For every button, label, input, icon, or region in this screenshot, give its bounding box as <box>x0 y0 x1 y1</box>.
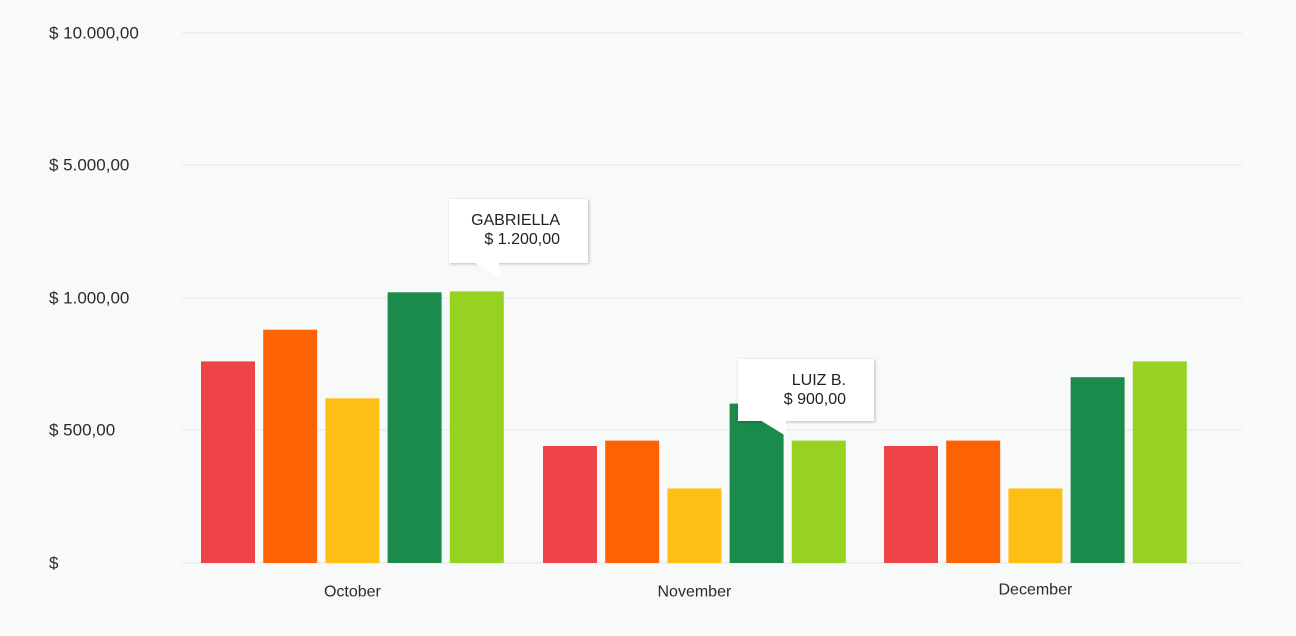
y-tick-label: $ <box>49 554 59 573</box>
x-tick-label: December <box>998 582 1072 599</box>
y-tick-label: $ 5.000,00 <box>49 156 129 175</box>
bar-november-5[interactable] <box>791 440 846 563</box>
x-tick-label: November <box>657 584 731 601</box>
y-axis-ticks: $ 10.000,00 $ 5.000,00 $ 1.000,00 $ 500,00 $ <box>49 24 139 573</box>
bar-november-3[interactable] <box>667 488 722 564</box>
tooltip-gabriella: GABRIELLA $ 1.200,00 <box>449 199 588 278</box>
tooltip-value: $ 900,00 <box>783 391 846 408</box>
tooltip-luiz: LUIZ B. $ 900,00 <box>738 359 874 436</box>
bars <box>201 291 1187 563</box>
bar-november-2[interactable] <box>605 440 660 563</box>
bar-december-5[interactable] <box>1132 361 1187 563</box>
bar-december-3[interactable] <box>1008 488 1063 564</box>
bar-december-2[interactable] <box>946 440 1001 563</box>
y-tick-label: $ 1.000,00 <box>49 289 129 308</box>
tooltip-name: LUIZ B. <box>791 372 846 389</box>
tooltip-value: $ 1.200,00 <box>484 231 560 248</box>
bar-october-4[interactable] <box>387 292 442 563</box>
tooltip-name: GABRIELLA <box>471 212 560 229</box>
bar-december-1[interactable] <box>884 446 938 563</box>
x-axis-ticks: October November December <box>324 582 1073 601</box>
y-tick-label: $ 10.000,00 <box>49 24 139 43</box>
bar-december-4[interactable] <box>1070 377 1125 563</box>
x-tick-label: October <box>324 584 382 601</box>
bar-october-3[interactable] <box>325 398 380 563</box>
y-tick-label: $ 500,00 <box>49 421 115 440</box>
bar-october-1[interactable] <box>201 361 255 563</box>
bar-october-5[interactable] <box>449 291 504 563</box>
bar-october-2[interactable] <box>263 329 318 563</box>
bar-november-1[interactable] <box>543 446 597 563</box>
